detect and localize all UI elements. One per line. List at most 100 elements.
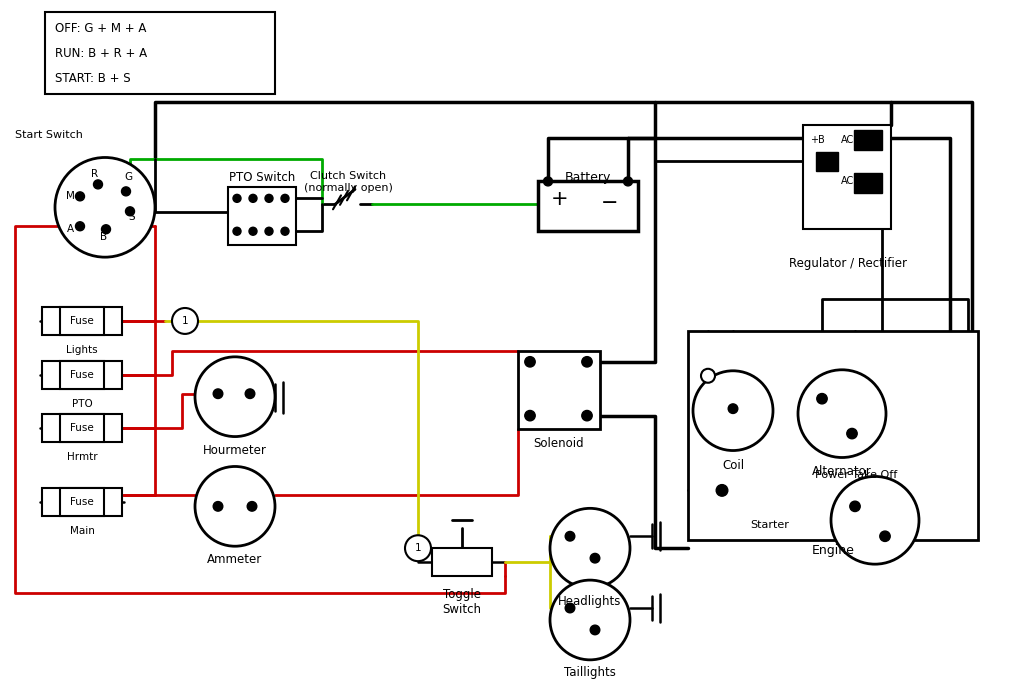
Circle shape: [405, 535, 431, 561]
Text: Clutch Switch
(normally open): Clutch Switch (normally open): [304, 171, 393, 193]
Circle shape: [525, 411, 535, 421]
Circle shape: [281, 194, 290, 203]
Circle shape: [847, 428, 857, 439]
Text: Fuse: Fuse: [71, 423, 94, 432]
Circle shape: [172, 308, 198, 334]
Circle shape: [582, 357, 592, 367]
Circle shape: [248, 501, 257, 511]
Text: Lights: Lights: [66, 345, 98, 355]
Text: Main: Main: [70, 527, 94, 536]
Circle shape: [550, 508, 630, 588]
Bar: [432, 548, 492, 576]
Circle shape: [233, 227, 241, 235]
Text: +: +: [551, 190, 569, 209]
Bar: [42, 414, 122, 441]
Circle shape: [816, 394, 828, 404]
Text: M: M: [65, 192, 75, 201]
Circle shape: [76, 222, 85, 231]
Text: RUN: B + R + A: RUN: B + R + A: [55, 47, 147, 60]
Text: Hrmtr: Hrmtr: [66, 451, 97, 462]
Bar: [60, 488, 104, 516]
Text: Fuse: Fuse: [71, 370, 94, 380]
Circle shape: [728, 404, 738, 413]
Text: Alternator: Alternator: [812, 466, 872, 479]
Text: Fuse: Fuse: [71, 316, 94, 326]
Text: Solenoid: Solenoid: [534, 436, 584, 449]
Text: Engine: Engine: [811, 544, 854, 557]
Circle shape: [55, 158, 155, 257]
Bar: [228, 188, 296, 246]
Circle shape: [93, 180, 102, 189]
Bar: [60, 414, 104, 441]
Circle shape: [281, 227, 290, 235]
Circle shape: [582, 411, 592, 421]
Circle shape: [701, 369, 715, 383]
Circle shape: [798, 370, 886, 458]
Circle shape: [590, 625, 599, 635]
Text: R: R: [91, 169, 98, 179]
Bar: [816, 151, 838, 171]
Text: Taillights: Taillights: [564, 666, 616, 679]
Text: Headlights: Headlights: [559, 595, 622, 608]
Text: Toggle
Switch: Toggle Switch: [443, 588, 482, 616]
Bar: [688, 331, 978, 540]
Circle shape: [831, 477, 919, 564]
Circle shape: [126, 207, 134, 216]
Circle shape: [623, 177, 632, 186]
Circle shape: [213, 389, 223, 398]
Bar: [538, 181, 638, 231]
Text: PTO Switch: PTO Switch: [229, 171, 295, 184]
Bar: [854, 173, 882, 194]
Bar: [803, 125, 891, 229]
Circle shape: [525, 357, 535, 367]
Text: PTO: PTO: [72, 399, 92, 409]
Circle shape: [590, 553, 599, 563]
Text: +B: +B: [810, 134, 825, 145]
Circle shape: [565, 604, 575, 613]
Text: A: A: [66, 224, 74, 234]
Circle shape: [195, 466, 275, 546]
Text: −: −: [602, 193, 619, 213]
Circle shape: [880, 531, 890, 542]
Text: Coil: Coil: [722, 458, 744, 471]
Text: START: B + S: START: B + S: [55, 72, 131, 85]
Text: Power Take Off: Power Take Off: [815, 471, 897, 480]
Text: S: S: [129, 212, 135, 222]
Circle shape: [543, 177, 552, 186]
Circle shape: [195, 357, 275, 436]
Circle shape: [246, 389, 255, 398]
Bar: [45, 12, 275, 93]
Text: Regulator / Rectifier: Regulator / Rectifier: [789, 257, 907, 270]
Text: Fuse: Fuse: [71, 497, 94, 507]
Circle shape: [550, 580, 630, 660]
Text: Ammeter: Ammeter: [208, 553, 263, 566]
Circle shape: [265, 227, 273, 235]
Text: 1: 1: [414, 543, 421, 553]
Circle shape: [249, 194, 257, 203]
Text: B: B: [100, 233, 107, 242]
Circle shape: [101, 225, 110, 234]
Circle shape: [249, 227, 257, 235]
Bar: [854, 130, 882, 149]
Text: 1: 1: [182, 316, 188, 326]
Text: G: G: [124, 173, 132, 182]
Text: AC: AC: [841, 134, 854, 145]
Text: Hourmeter: Hourmeter: [203, 443, 267, 456]
Circle shape: [76, 192, 85, 201]
Text: Start Switch: Start Switch: [15, 130, 83, 140]
Bar: [60, 361, 104, 389]
Bar: [518, 351, 601, 428]
Text: Battery: Battery: [565, 171, 611, 184]
Bar: [42, 307, 122, 335]
Text: OFF: G + M + A: OFF: G + M + A: [55, 22, 146, 35]
Circle shape: [565, 531, 575, 541]
Bar: [42, 361, 122, 389]
Text: Starter: Starter: [750, 520, 789, 531]
Circle shape: [716, 485, 727, 496]
Circle shape: [850, 501, 860, 512]
Circle shape: [265, 194, 273, 203]
Circle shape: [233, 194, 241, 203]
Bar: [42, 488, 122, 516]
Circle shape: [122, 187, 131, 196]
Circle shape: [693, 371, 773, 451]
